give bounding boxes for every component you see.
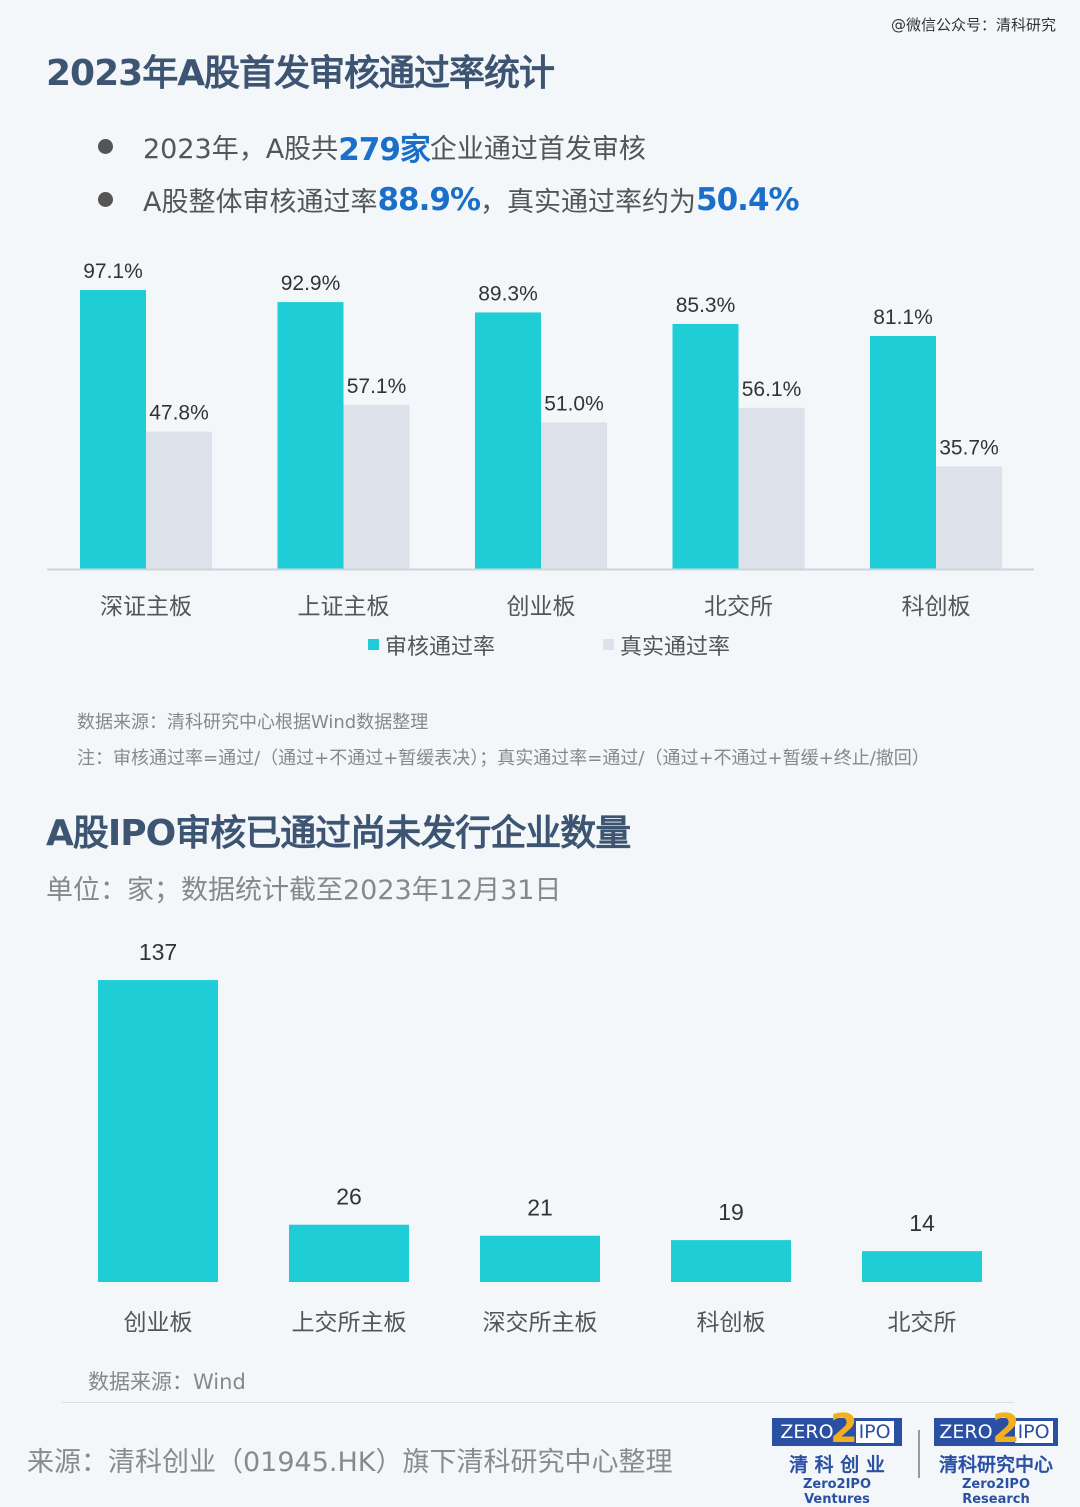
data-label: 97.1%: [83, 260, 143, 283]
x-tick-label: 上证主板: [298, 594, 390, 620]
bullet-2: A股整体审核通过率 88.9% ，真实通过率约为 50.4%: [98, 180, 800, 219]
highlight-count: 279家: [338, 132, 431, 168]
x-tick-label: 北交所: [888, 1310, 957, 1336]
section2-title: A股IPO审核已通过尚未发行企业数量: [46, 813, 631, 854]
zero2ipo-ventures-logo: ZERO 2 IPO 清 科 创 业 Zero2IPO Ventures: [772, 1406, 902, 1507]
bar-real-rate: [541, 422, 607, 569]
x-tick-label: 科创板: [902, 594, 971, 620]
logo-separator: [918, 1430, 920, 1478]
section1-source: 数据来源：清科研究中心根据Wind数据整理: [77, 712, 429, 733]
bar-real-rate: [738, 407, 805, 569]
bullet-dot-icon: [98, 192, 113, 207]
x-tick-label: 创业板: [507, 594, 576, 620]
section1-title: 2023年A股首发审核通过率统计: [46, 53, 555, 94]
legend-label: 审核通过率: [385, 635, 495, 660]
divider: [62, 1402, 1014, 1403]
bullet-text: 2023年，A股共: [143, 134, 339, 165]
bar: [289, 1224, 409, 1282]
data-label: 85.3%: [676, 294, 736, 317]
data-label: 92.9%: [281, 272, 341, 295]
data-label: 51.0%: [544, 392, 604, 415]
bullet-text: A股整体审核通过率: [143, 187, 378, 218]
data-label: 137: [139, 939, 177, 965]
bar-real-rate: [146, 431, 212, 569]
bar-approval-rate: [672, 323, 739, 569]
section2-source: 数据来源：Wind: [88, 1370, 246, 1394]
legend-label: 真实通过率: [620, 635, 730, 660]
bullet-1: 2023年，A股共 279家 企业通过首发审核: [98, 124, 646, 169]
bar: [862, 1251, 982, 1282]
x-tick-label: 深证主板: [100, 594, 192, 620]
data-label: 89.3%: [478, 282, 538, 305]
bar-approval-rate: [80, 290, 146, 569]
zero2ipo-research-logo: ZERO 2 IPO 清科研究中心 Zero2IPO Research: [934, 1406, 1058, 1507]
bar-approval-rate: [475, 312, 541, 569]
legend-swatch: [603, 639, 614, 650]
data-label: 26: [336, 1184, 362, 1210]
bullet-text: ，真实通过率约为: [480, 187, 697, 218]
x-tick-label: 创业板: [124, 1310, 193, 1336]
section2-subtitle: 单位：家；数据统计截至2023年12月31日: [46, 875, 562, 906]
bullet-dot-icon: [98, 139, 113, 154]
x-tick-label: 北交所: [704, 594, 773, 620]
bar-approval-rate: [277, 302, 344, 569]
data-label: 35.7%: [939, 436, 999, 459]
bar-real-rate: [936, 466, 1002, 569]
highlight-real-rate: 50.4%: [696, 181, 800, 218]
footer-source: 来源：清科创业（01945.HK）旗下清科研究中心整理: [27, 1447, 673, 1478]
data-label: 56.1%: [742, 378, 802, 401]
x-tick-label: 科创板: [697, 1310, 766, 1336]
section1-note: 注：审核通过率=通过/（通过+不通过+暂缓表决）；真实通过率=通过/（通过+不通…: [77, 748, 930, 769]
data-label: 21: [527, 1195, 553, 1221]
bar: [671, 1240, 791, 1282]
x-tick-label: 深交所主板: [483, 1310, 598, 1336]
data-label: 57.1%: [347, 375, 407, 398]
bullet-text: 企业通过首发审核: [429, 134, 646, 165]
bar-approval-rate: [870, 335, 936, 569]
data-label: 81.1%: [873, 306, 933, 329]
highlight-rate: 88.9%: [377, 181, 481, 218]
data-label: 19: [718, 1199, 744, 1225]
watermark: @微信公众号：清科研究: [890, 16, 1056, 34]
bar-real-rate: [343, 404, 410, 569]
x-tick-label: 上交所主板: [292, 1310, 407, 1336]
bar: [98, 980, 218, 1282]
data-label: 47.8%: [149, 402, 209, 425]
bar: [480, 1235, 600, 1282]
legend-swatch: [368, 639, 379, 650]
data-label: 14: [909, 1210, 935, 1236]
